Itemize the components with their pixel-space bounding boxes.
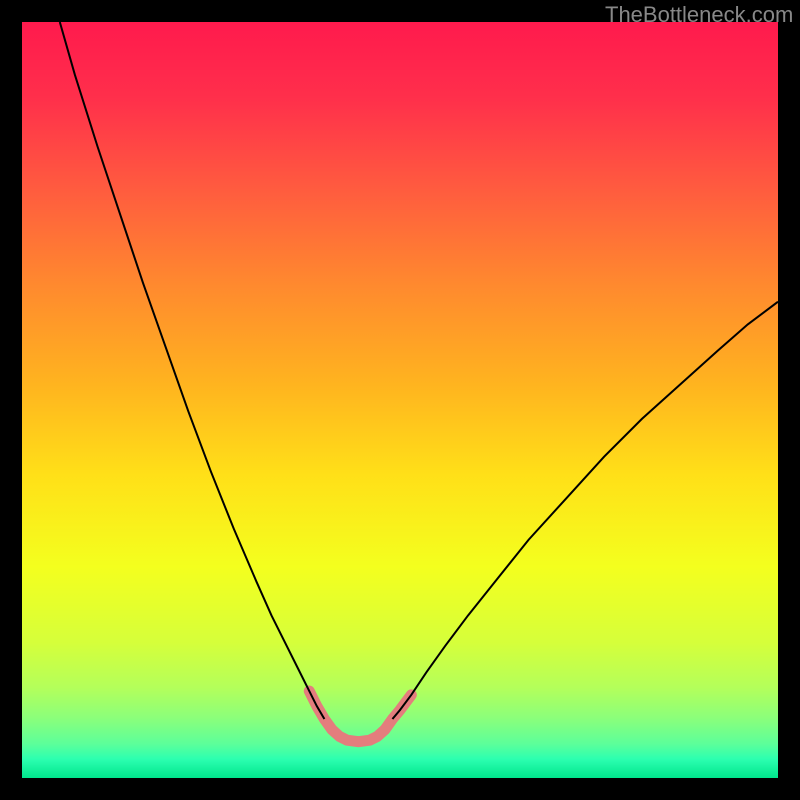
gradient-background: [22, 22, 778, 778]
chart-svg: [22, 22, 778, 778]
outer-frame: TheBottleneck.com: [0, 0, 800, 800]
plot-area: [22, 22, 778, 778]
watermark-text: TheBottleneck.com: [605, 2, 793, 28]
